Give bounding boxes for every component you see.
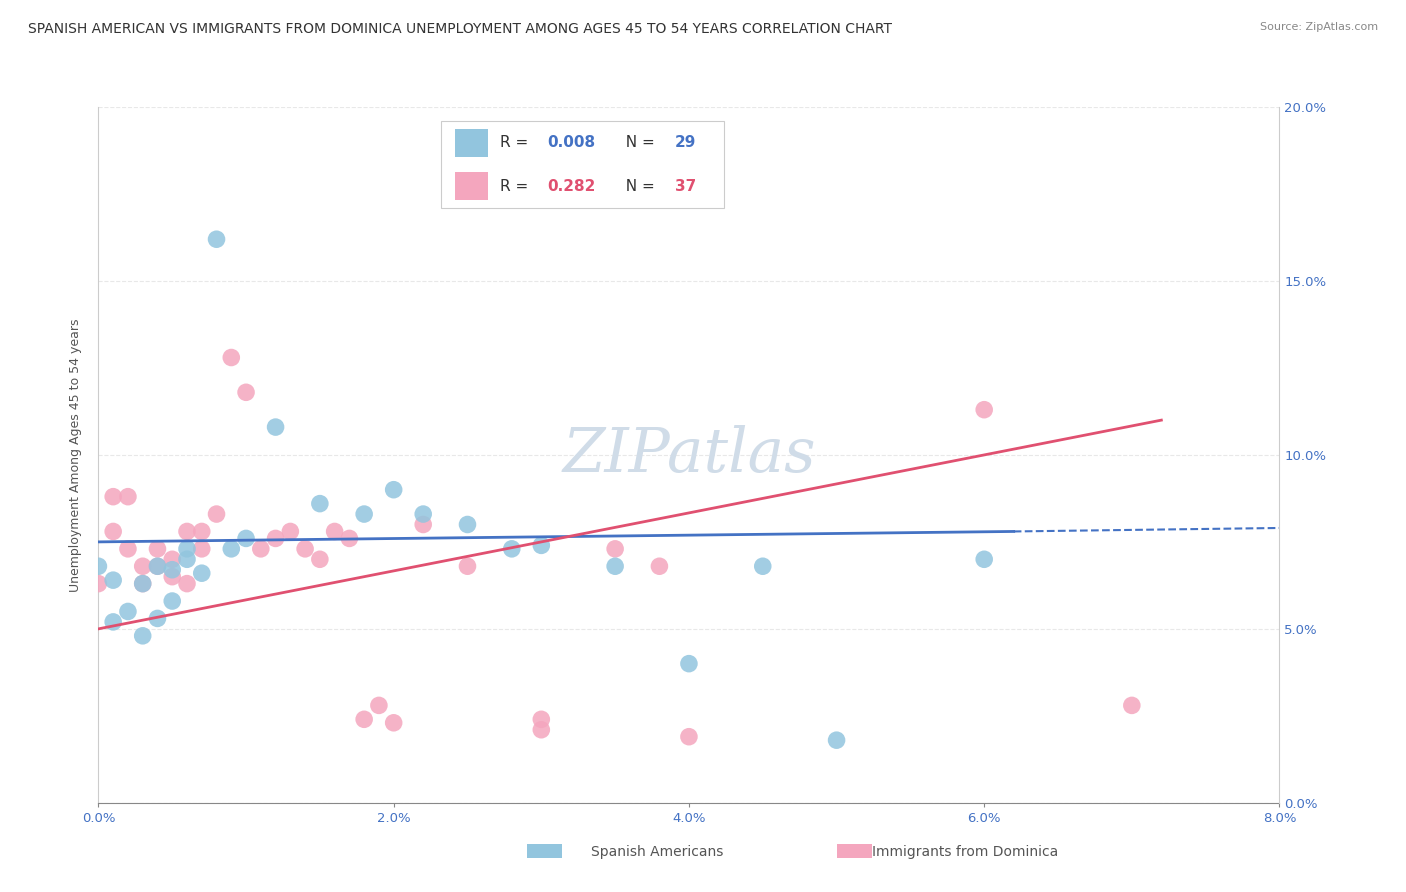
Point — [825, 733, 848, 747]
Point — [973, 402, 995, 417]
Point — [605, 559, 627, 574]
Text: 0.008: 0.008 — [547, 136, 595, 150]
Point — [530, 723, 553, 737]
FancyBboxPatch shape — [456, 172, 488, 200]
Point — [412, 507, 434, 521]
Point — [162, 594, 183, 608]
Point — [117, 605, 139, 619]
Point — [264, 420, 287, 434]
Text: N =: N = — [616, 136, 659, 150]
Point — [103, 490, 125, 504]
FancyBboxPatch shape — [456, 128, 488, 157]
Text: 37: 37 — [675, 178, 696, 194]
Point — [678, 657, 700, 671]
Point — [146, 611, 169, 625]
Point — [367, 698, 389, 713]
Point — [132, 576, 155, 591]
Point — [162, 563, 183, 577]
Point — [191, 541, 214, 556]
Point — [87, 576, 110, 591]
Point — [323, 524, 346, 539]
Point — [382, 715, 405, 730]
Point — [278, 524, 302, 539]
Point — [250, 541, 273, 556]
Bar — [527, 844, 562, 858]
Text: R =: R = — [501, 136, 533, 150]
Text: R =: R = — [501, 178, 533, 194]
Point — [751, 559, 773, 574]
Point — [117, 490, 139, 504]
Point — [530, 538, 553, 552]
Point — [353, 712, 375, 726]
Point — [132, 576, 155, 591]
Point — [146, 559, 169, 574]
Point — [308, 552, 332, 566]
Point — [191, 524, 214, 539]
Point — [176, 524, 198, 539]
Point — [456, 517, 478, 532]
Point — [973, 552, 995, 566]
Point — [219, 541, 242, 556]
Point — [456, 559, 478, 574]
Point — [264, 532, 287, 546]
Y-axis label: Unemployment Among Ages 45 to 54 years: Unemployment Among Ages 45 to 54 years — [69, 318, 83, 591]
Point — [1121, 698, 1143, 713]
Point — [87, 559, 110, 574]
Point — [530, 712, 553, 726]
FancyBboxPatch shape — [441, 121, 724, 208]
Point — [219, 351, 242, 365]
Point — [162, 570, 183, 584]
Text: 29: 29 — [675, 136, 696, 150]
Point — [412, 517, 434, 532]
Point — [176, 541, 198, 556]
Text: Source: ZipAtlas.com: Source: ZipAtlas.com — [1260, 22, 1378, 32]
Text: Spanish Americans: Spanish Americans — [591, 845, 723, 859]
Bar — [837, 844, 872, 858]
Point — [235, 385, 257, 400]
Text: 0.282: 0.282 — [547, 178, 596, 194]
Point — [205, 507, 228, 521]
Point — [678, 730, 700, 744]
Point — [308, 497, 332, 511]
Text: SPANISH AMERICAN VS IMMIGRANTS FROM DOMINICA UNEMPLOYMENT AMONG AGES 45 TO 54 YE: SPANISH AMERICAN VS IMMIGRANTS FROM DOMI… — [28, 22, 893, 37]
Point — [648, 559, 671, 574]
Point — [205, 232, 228, 246]
Point — [103, 524, 125, 539]
Point — [176, 576, 198, 591]
Point — [176, 552, 198, 566]
Point — [353, 507, 375, 521]
Point — [191, 566, 214, 581]
Point — [103, 615, 125, 629]
Point — [146, 559, 169, 574]
Text: Immigrants from Dominica: Immigrants from Dominica — [872, 845, 1057, 859]
Point — [235, 532, 257, 546]
Point — [337, 532, 360, 546]
Point — [162, 552, 183, 566]
Text: N =: N = — [616, 178, 659, 194]
Point — [501, 541, 523, 556]
Point — [132, 559, 155, 574]
Point — [605, 541, 627, 556]
Point — [132, 629, 155, 643]
Point — [146, 541, 169, 556]
Point — [382, 483, 405, 497]
Point — [294, 541, 316, 556]
Point — [117, 541, 139, 556]
Point — [103, 573, 125, 587]
Text: ZIPatlas: ZIPatlas — [562, 425, 815, 485]
